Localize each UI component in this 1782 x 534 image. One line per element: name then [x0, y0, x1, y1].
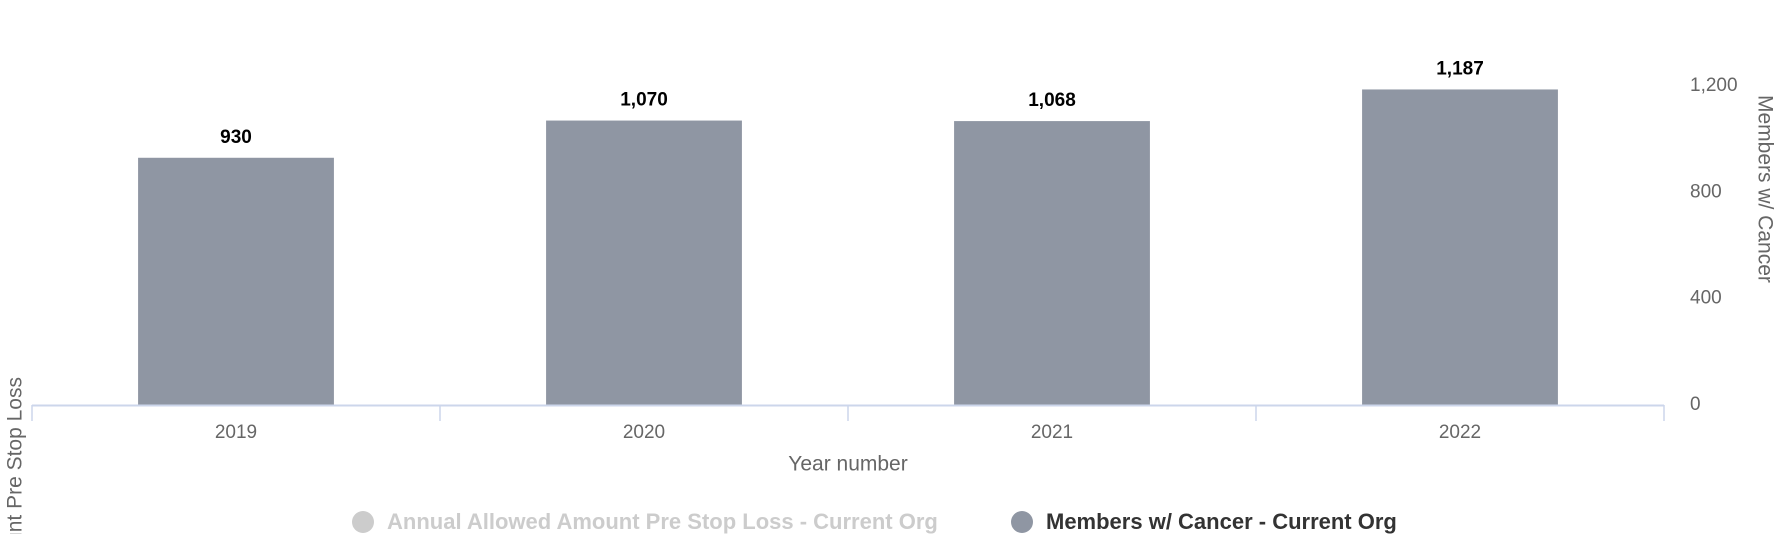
y-axis-title: Annual Allowed Amount Pre Stop Loss — [4, 377, 27, 534]
y2-axis-title: Members w/ Cancer — [1753, 95, 1776, 283]
legend-marker — [352, 511, 374, 533]
x-tick-label: 2019 — [215, 422, 257, 443]
legend-marker — [1011, 511, 1033, 533]
bar — [1362, 89, 1558, 405]
legend-label[interactable]: Annual Allowed Amount Pre Stop Loss - Cu… — [387, 509, 938, 534]
data-label: 1,070 — [620, 90, 668, 111]
bar — [138, 157, 334, 405]
data-label: 1,068 — [1028, 90, 1076, 111]
x-axis-title: Year number — [788, 453, 907, 476]
y2-tick-label: 0 — [1690, 394, 1701, 415]
x-tick-label: 2022 — [1439, 422, 1481, 443]
y2-tick-label: 400 — [1690, 288, 1722, 309]
bar — [546, 120, 742, 405]
legend-label[interactable]: Members w/ Cancer - Current Org — [1046, 509, 1397, 534]
y2-tick-label: 800 — [1690, 181, 1722, 202]
x-tick-label: 2021 — [1031, 422, 1073, 443]
bar — [954, 121, 1150, 405]
x-tick-label: 2020 — [623, 422, 665, 443]
data-label: 930 — [220, 127, 252, 148]
data-label: 1,187 — [1436, 58, 1484, 79]
y2-tick-label: 1,200 — [1690, 75, 1738, 96]
